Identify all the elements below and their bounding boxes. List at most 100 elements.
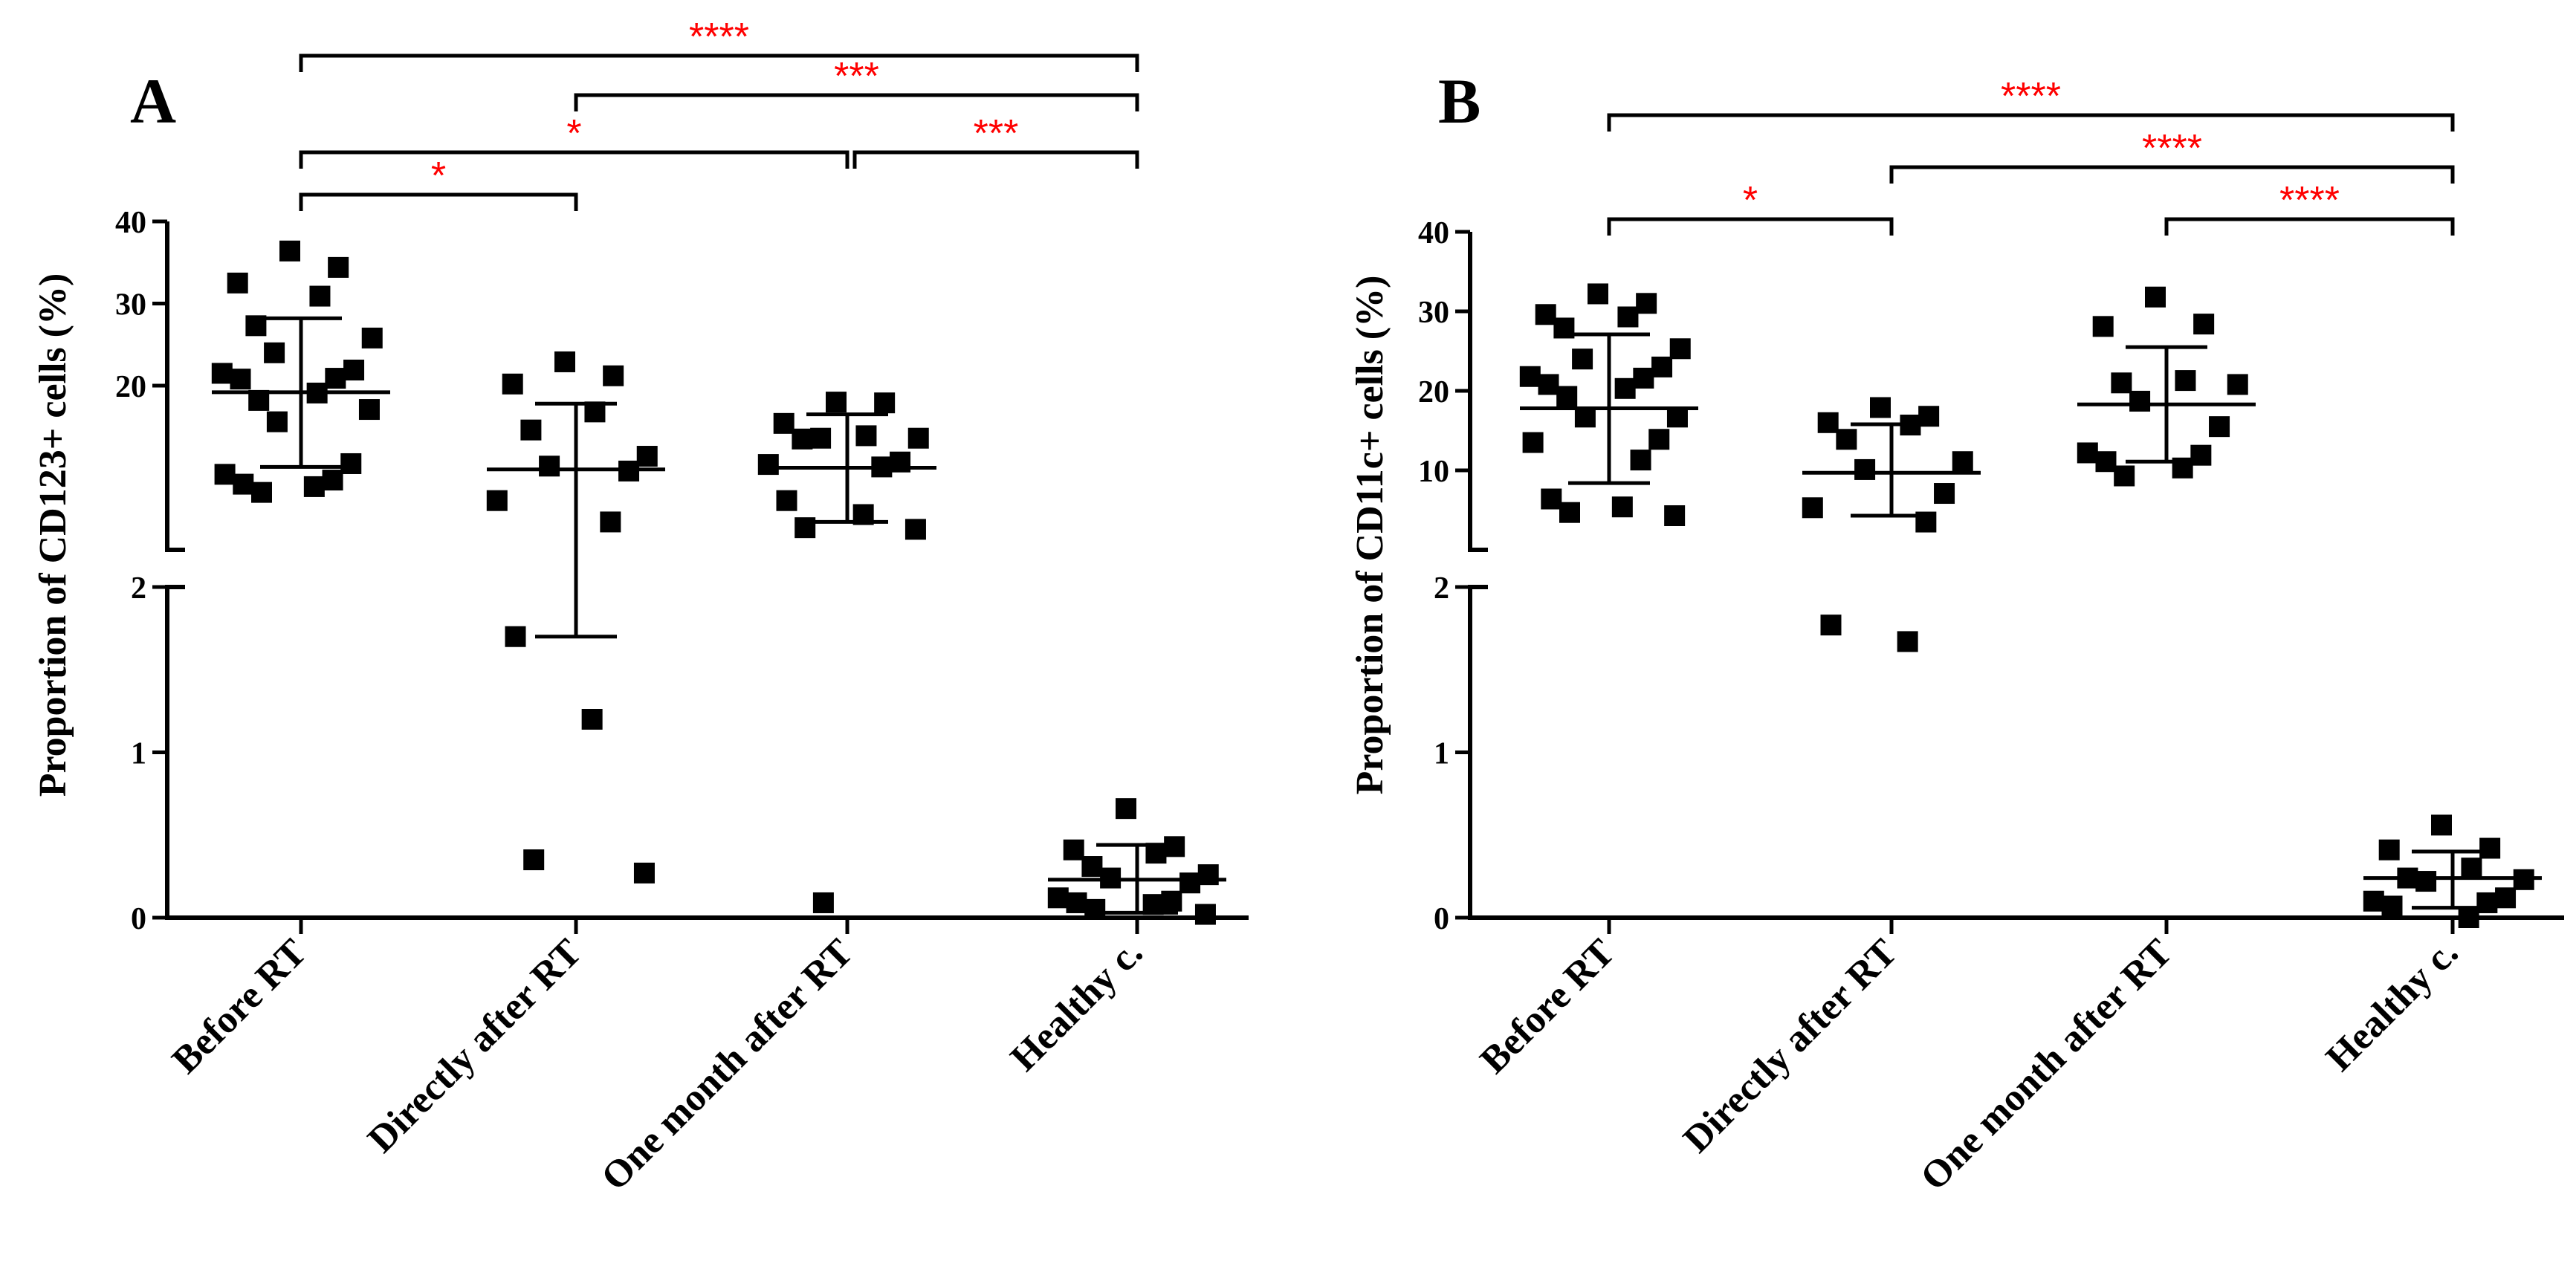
data-point [773, 412, 795, 434]
data-point [1630, 450, 1651, 471]
data-point [1817, 412, 1839, 433]
data-point [539, 455, 560, 477]
data-point [2175, 370, 2196, 392]
bracket-line [1607, 113, 2455, 132]
y-tick-label: 1 [131, 737, 146, 771]
data-point [826, 392, 847, 413]
bracket-line [299, 150, 850, 169]
y-axis-label: Proportion of CD11c+ cells (%) [1349, 276, 1391, 795]
data-point [502, 373, 523, 395]
data-point [279, 240, 300, 262]
data-point [1535, 304, 1556, 325]
y-tick-label: 1 [1434, 737, 1449, 771]
significance-bracket: **** [2164, 179, 2455, 236]
data-point [2227, 374, 2248, 395]
group-2 [2077, 286, 2256, 487]
significance-label: **** [2279, 179, 2340, 222]
significance-label: * [1743, 179, 1758, 222]
data-point [1047, 887, 1069, 909]
data-point [2077, 442, 2098, 464]
data-point [227, 272, 248, 294]
data-point [2458, 907, 2479, 928]
y-tick-label: 30 [1418, 296, 1449, 330]
data-point [520, 419, 542, 441]
data-point [2431, 814, 2452, 836]
significance-label: **** [689, 16, 749, 59]
data-point [1588, 283, 1608, 305]
group-3 [2363, 814, 2542, 928]
data-point [1541, 488, 1562, 510]
data-point [1116, 798, 1136, 820]
data-point [322, 470, 343, 491]
data-point [904, 519, 926, 540]
significance-label: * [431, 155, 446, 198]
data-point [1897, 631, 1918, 652]
data-point [776, 490, 797, 511]
significance-bracket: * [299, 155, 578, 211]
y-tick-label: 40 [1418, 216, 1449, 250]
significance-bracket: *** [574, 55, 1139, 111]
data-point [554, 351, 575, 372]
data-point [1836, 429, 1857, 450]
data-point [810, 427, 832, 449]
data-point [2092, 316, 2114, 337]
significance-bracket: * [299, 112, 850, 169]
data-point [603, 365, 624, 386]
data-point [1854, 458, 1876, 480]
data-point [361, 327, 383, 348]
data-point [600, 511, 621, 533]
data-point [264, 342, 285, 363]
data-point [1633, 367, 1654, 389]
data-point [1519, 366, 1541, 387]
data-point [1611, 496, 1633, 518]
data-point [251, 482, 272, 503]
data-point [486, 490, 508, 511]
data-point [1870, 397, 1891, 418]
data-point [2415, 871, 2437, 892]
data-point [2095, 451, 2117, 473]
data-point [2209, 416, 2230, 438]
data-point [1664, 505, 1686, 526]
data-point [214, 464, 236, 485]
data-point [358, 399, 380, 421]
data-point [343, 360, 365, 381]
bracket-line [2164, 217, 2455, 236]
data-point [309, 285, 331, 307]
data-point [2495, 887, 2517, 909]
data-point [1194, 904, 1216, 925]
data-point [1063, 839, 1084, 860]
group-1 [486, 351, 665, 883]
group-0 [211, 240, 390, 503]
data-point [328, 256, 349, 278]
bracket-line [1889, 165, 2455, 184]
significance-bracket: **** [1889, 127, 2455, 184]
significance-bracket: * [1607, 179, 1894, 236]
significance-bracket: **** [1607, 75, 2455, 132]
significance-bracket: *** [852, 112, 1139, 169]
data-point [211, 363, 233, 384]
data-point [1572, 348, 1593, 370]
data-point [1636, 293, 1657, 314]
y-tick-label: 0 [131, 902, 146, 936]
y-tick-label: 10 [1418, 455, 1449, 489]
significance-bracket: **** [299, 16, 1139, 72]
data-point [1559, 502, 1580, 523]
data-point [812, 892, 834, 913]
significance-label: *** [974, 112, 1019, 155]
data-point [2193, 314, 2215, 335]
y-axis-label: Proportion of CD123+ cells (%) [32, 273, 74, 797]
y-tick-label: 30 [115, 288, 146, 322]
data-point [1179, 872, 1201, 894]
data-point [2381, 895, 2403, 917]
data-point [233, 473, 254, 495]
data-point [505, 626, 526, 647]
data-point [1820, 615, 1842, 636]
data-point [1556, 386, 1578, 407]
data-point [2378, 839, 2400, 860]
data-point [2476, 892, 2498, 913]
data-point [2111, 372, 2132, 394]
panel-label: B [1438, 65, 1480, 137]
y-tick-label: 20 [1418, 375, 1449, 409]
data-point [266, 411, 288, 432]
